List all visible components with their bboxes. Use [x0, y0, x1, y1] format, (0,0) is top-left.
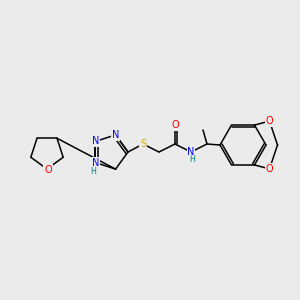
Text: O: O [44, 165, 52, 175]
Text: H: H [91, 167, 96, 176]
Text: O: O [266, 164, 273, 174]
Text: O: O [171, 120, 179, 130]
Text: O: O [266, 116, 273, 126]
Text: N: N [187, 147, 195, 157]
Text: N: N [92, 158, 99, 168]
Text: S: S [140, 139, 146, 149]
Text: N: N [112, 130, 119, 140]
Text: H: H [189, 155, 195, 164]
Text: N: N [92, 136, 99, 146]
